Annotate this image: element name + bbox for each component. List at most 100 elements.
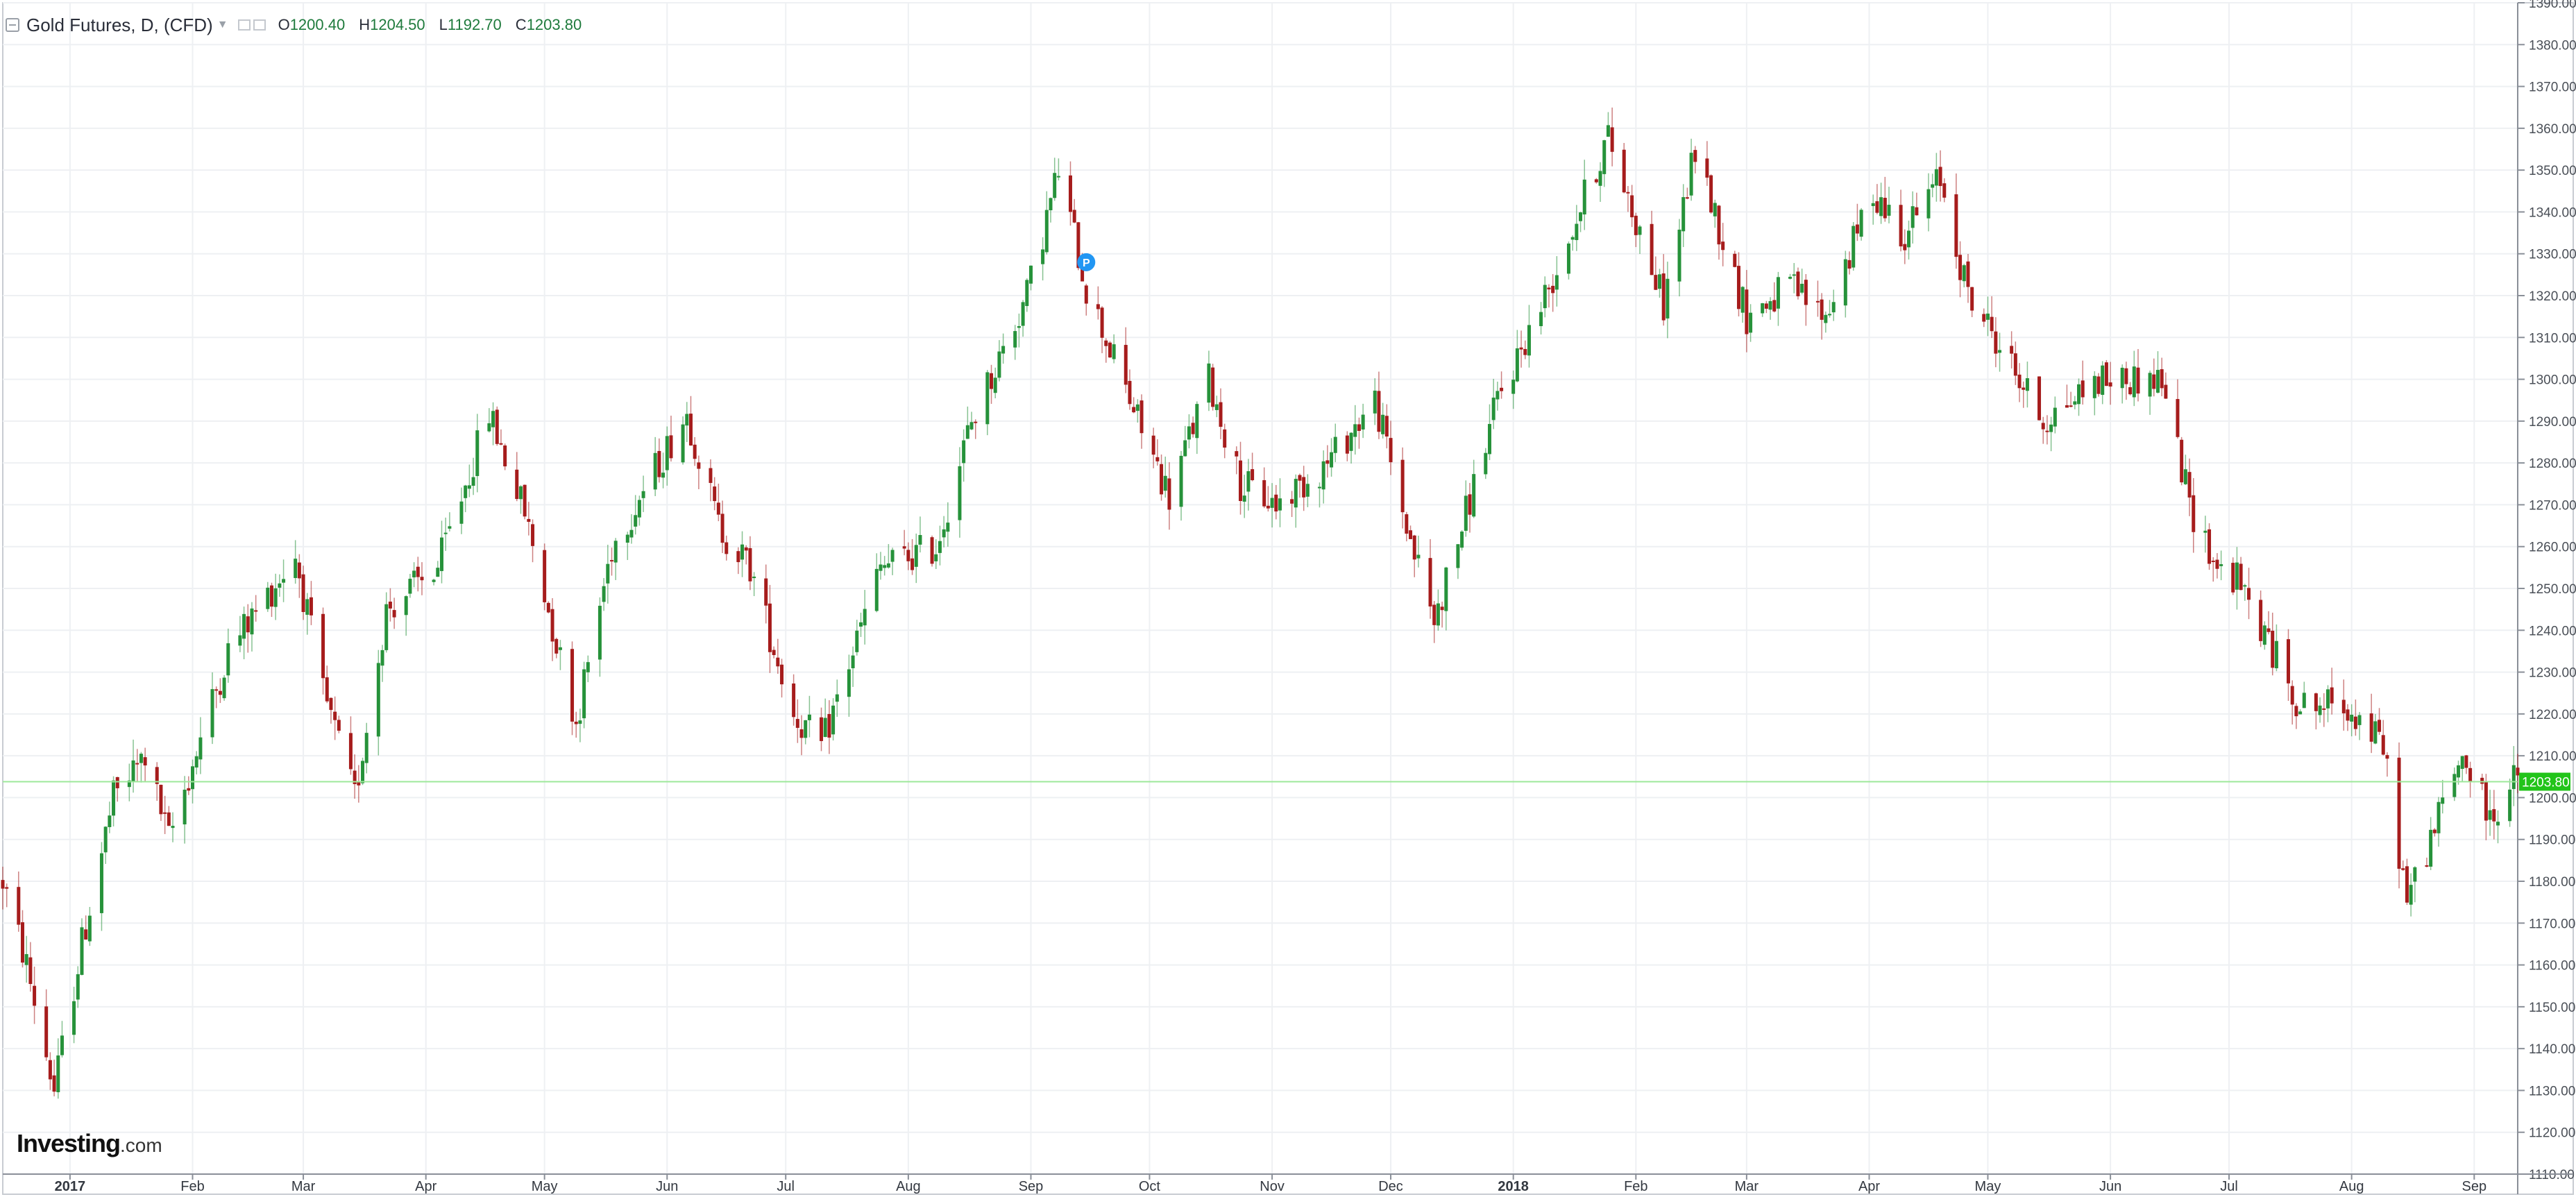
open-value: O1200.40 (278, 16, 346, 33)
candle-body (2010, 346, 2014, 354)
candle-body (87, 915, 92, 942)
candle-body (2231, 563, 2235, 593)
y-tick-label: 1190.00 (2529, 833, 2575, 848)
candle-body (80, 927, 84, 975)
candle-body (1511, 380, 1516, 394)
candle-body (416, 566, 420, 577)
candle-body (333, 711, 337, 720)
y-tick-label: 1230.00 (2529, 666, 2576, 681)
candle-body (1887, 205, 1891, 216)
y-tick-label: 1390.00 (2529, 0, 2576, 11)
candle-body (558, 647, 562, 650)
x-tick-label: Feb (1624, 1179, 1647, 1194)
candle-body (2516, 767, 2520, 776)
candle-body (918, 535, 922, 545)
candle-body (269, 585, 273, 607)
candle-body (1685, 197, 1689, 199)
candle-body (1717, 205, 1721, 245)
close-value: C1203.80 (515, 16, 582, 33)
candle-body (1998, 350, 2002, 353)
candle-body (1108, 342, 1112, 358)
candle-body (1630, 195, 1634, 218)
candle-body (1325, 460, 1330, 464)
candle-body (266, 587, 270, 609)
candle-body (254, 610, 258, 612)
candle-body (795, 719, 799, 728)
candle-body (1815, 300, 1820, 303)
candle-body (2120, 367, 2124, 389)
candle-body (1602, 140, 1607, 174)
candle-body (1100, 307, 1104, 338)
candle-body (348, 733, 353, 770)
candle-body (1554, 275, 1559, 290)
candle-body (1294, 479, 1298, 508)
event-marker-label: P (1083, 257, 1090, 269)
candle-body (1926, 189, 1931, 219)
candle-body (1017, 325, 1021, 328)
x-tick-label: May (532, 1179, 558, 1194)
candle-body (491, 411, 495, 427)
candle-body (1041, 249, 1045, 264)
eye-icon[interactable] (237, 19, 251, 31)
candle-body (910, 558, 915, 570)
candle-body (1677, 229, 1681, 282)
candle-body (1013, 331, 1017, 348)
candle-body (515, 469, 519, 500)
candle-body (163, 812, 167, 814)
candle-body (518, 486, 523, 500)
chevron-down-icon[interactable]: ▼ (217, 19, 228, 31)
x-tick-label: Sep (2462, 1179, 2487, 1194)
candle-body (305, 599, 310, 615)
candle-body (2457, 765, 2461, 778)
candle-body (127, 780, 131, 788)
candle-body (2452, 774, 2457, 797)
candle-body (376, 663, 380, 737)
candle-body (1761, 303, 1765, 314)
collapse-legend-icon[interactable] (6, 18, 19, 32)
candle-body (325, 677, 329, 702)
candle-body (1124, 345, 1128, 385)
symbol-title[interactable]: Gold Futures, D, (CFD) (26, 14, 213, 35)
candle-body (1025, 280, 1029, 307)
candle-body (625, 534, 629, 543)
x-tick-label: Aug (896, 1179, 921, 1194)
candle-body (835, 694, 839, 702)
candle-body (2176, 399, 2180, 437)
candle-body (2096, 376, 2101, 394)
candle-body (606, 563, 610, 584)
candle-body (2511, 765, 2516, 790)
candle-body (1160, 464, 1164, 495)
settings-icon[interactable] (253, 19, 266, 31)
candle-body (20, 922, 24, 963)
candle-body (962, 440, 966, 464)
candle-body (1211, 367, 1215, 407)
candle-body (2496, 822, 2500, 826)
candle-body (2488, 810, 2492, 820)
x-tick-label: Sep (1019, 1179, 1044, 1194)
candle-body (858, 622, 863, 627)
candle-body (2294, 706, 2298, 717)
candle-body (1638, 226, 1642, 235)
x-tick-label: Apr (1858, 1179, 1880, 1194)
candle-body (1377, 391, 1381, 432)
candle-body (1705, 158, 1709, 178)
candle-body (969, 422, 974, 430)
x-tick-label: Oct (1139, 1179, 1161, 1194)
candle-body (384, 604, 389, 650)
candle-body (744, 547, 748, 551)
candle-body (1491, 398, 1495, 421)
candle-body (436, 568, 440, 577)
candle-body (1044, 210, 1049, 253)
candle-body (641, 491, 645, 498)
candle-body (99, 853, 103, 913)
candle-body (1345, 435, 1349, 454)
candle-body (990, 373, 994, 389)
candle-body (2325, 689, 2330, 708)
candle-body (1021, 302, 1025, 326)
candle-body (1298, 475, 1302, 481)
candle-body (238, 635, 242, 646)
y-tick-label: 1320.00 (2529, 289, 2576, 304)
candle-body (1, 880, 5, 889)
candle-body (392, 610, 396, 618)
